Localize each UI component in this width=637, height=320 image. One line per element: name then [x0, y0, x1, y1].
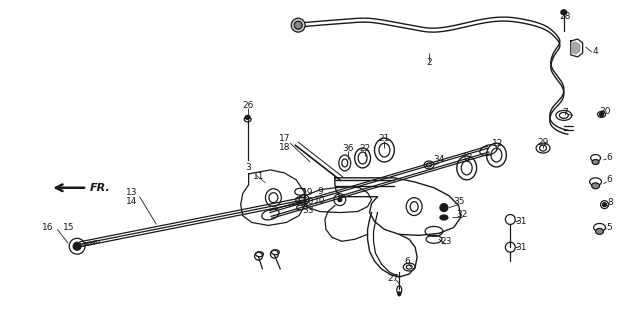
Text: 31: 31 — [515, 243, 527, 252]
Ellipse shape — [397, 292, 401, 296]
Text: 21: 21 — [379, 134, 390, 143]
Text: 34: 34 — [433, 156, 445, 164]
Text: 6: 6 — [606, 175, 612, 184]
Text: 12: 12 — [462, 153, 473, 162]
Text: 26: 26 — [242, 101, 254, 110]
Text: 9: 9 — [317, 187, 323, 196]
Polygon shape — [573, 42, 580, 54]
Circle shape — [599, 112, 603, 116]
Ellipse shape — [561, 10, 567, 15]
Text: 14: 14 — [126, 197, 138, 206]
Text: 32: 32 — [456, 210, 468, 219]
Text: 18: 18 — [278, 143, 290, 152]
Text: 6: 6 — [404, 257, 410, 266]
Text: 11: 11 — [253, 172, 264, 181]
Circle shape — [338, 198, 342, 202]
Text: 12: 12 — [492, 139, 503, 148]
Text: 5: 5 — [606, 223, 612, 232]
Circle shape — [291, 18, 305, 32]
Text: FR.: FR. — [90, 183, 111, 193]
Text: 35: 35 — [453, 197, 464, 206]
Circle shape — [73, 242, 81, 250]
Text: 22: 22 — [359, 144, 370, 153]
Text: 31: 31 — [515, 217, 527, 226]
Text: 2: 2 — [426, 58, 432, 67]
Ellipse shape — [245, 116, 250, 119]
Text: 3: 3 — [246, 164, 252, 172]
Ellipse shape — [592, 159, 599, 164]
Text: 29: 29 — [538, 138, 548, 147]
Ellipse shape — [596, 228, 603, 234]
Ellipse shape — [592, 183, 599, 189]
Circle shape — [440, 204, 448, 212]
Circle shape — [603, 203, 606, 207]
Text: 36: 36 — [342, 144, 354, 153]
Text: 23: 23 — [440, 237, 452, 246]
Text: 19: 19 — [303, 188, 314, 197]
Text: 7: 7 — [562, 108, 568, 117]
Text: 16: 16 — [41, 223, 53, 232]
Text: 33: 33 — [303, 206, 314, 215]
Text: 27: 27 — [388, 275, 399, 284]
Ellipse shape — [440, 215, 448, 220]
Text: 20: 20 — [303, 197, 314, 206]
Text: 28: 28 — [559, 12, 571, 21]
Text: 17: 17 — [278, 134, 290, 143]
Text: 15: 15 — [64, 223, 75, 232]
Text: 13: 13 — [126, 188, 138, 197]
Circle shape — [294, 21, 302, 29]
Text: 10: 10 — [314, 196, 326, 205]
Text: 30: 30 — [600, 107, 612, 116]
Text: 8: 8 — [608, 198, 613, 207]
Text: 4: 4 — [593, 47, 598, 56]
Text: 6: 6 — [606, 153, 612, 162]
